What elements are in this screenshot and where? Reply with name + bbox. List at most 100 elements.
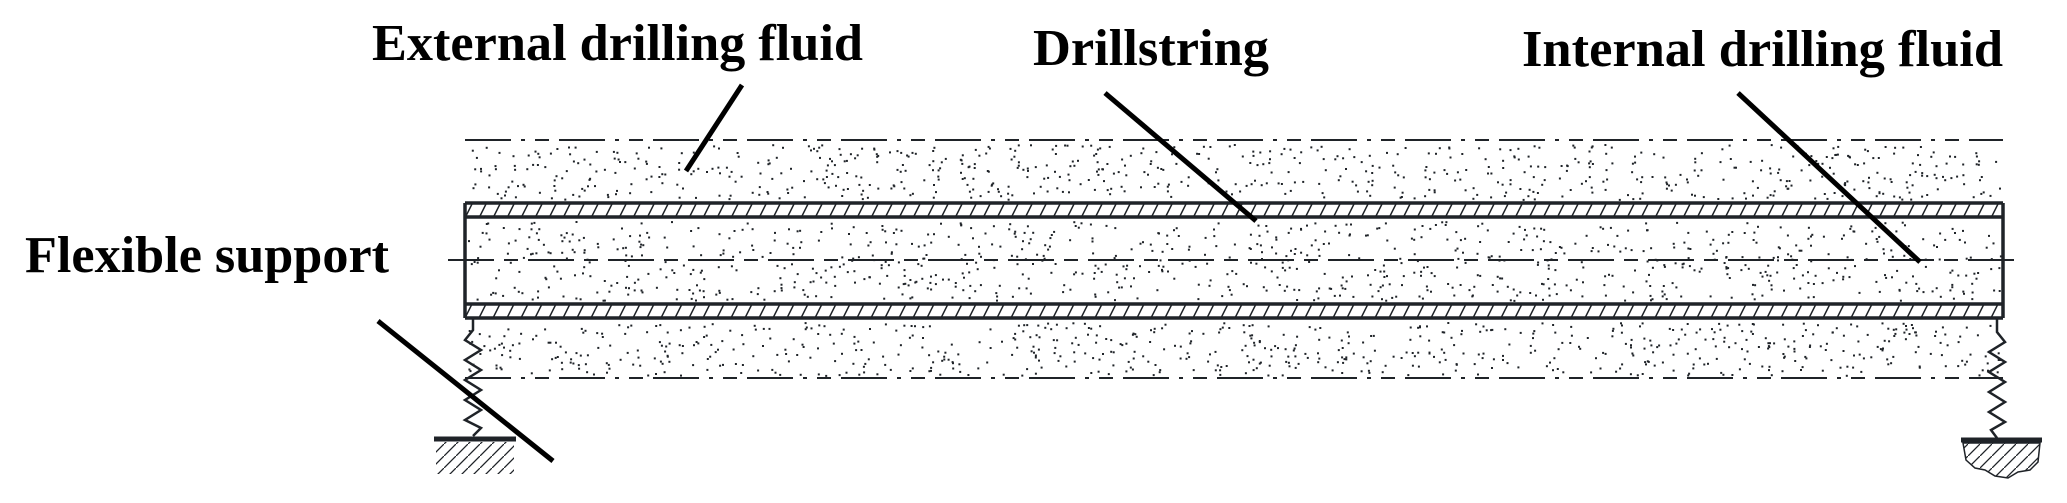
fluid-particle <box>772 144 775 147</box>
fluid-particle <box>1351 275 1353 278</box>
fluid-particle <box>555 341 557 344</box>
fluid-particle <box>1863 162 1866 165</box>
fluid-particle <box>1989 324 1992 327</box>
fluid-particle <box>1125 342 1128 345</box>
fluid-particle <box>1120 286 1123 289</box>
fluid-particle <box>703 325 706 328</box>
fluid-particle <box>1428 188 1431 191</box>
fluid-particle <box>856 154 859 157</box>
fluid-particle <box>947 278 950 281</box>
fluid-particle <box>1692 363 1695 366</box>
fluid-particle <box>884 230 887 233</box>
fluid-particle <box>1151 249 1154 252</box>
fluid-particle <box>556 148 559 150</box>
fluid-particle <box>1348 148 1351 151</box>
fluid-particle <box>1949 271 1952 274</box>
fluid-particle <box>1050 271 1053 274</box>
fluid-particle <box>642 244 645 247</box>
fluid-particle <box>1694 157 1697 160</box>
fluid-particle <box>1465 169 1468 171</box>
fluid-particle <box>820 276 823 279</box>
fluid-particle <box>583 251 586 254</box>
fluid-particle <box>1108 145 1111 148</box>
fluid-particle <box>1154 364 1157 366</box>
fluid-particle <box>972 188 975 191</box>
fluid-particle <box>573 251 576 254</box>
fluid-particle <box>1650 247 1653 250</box>
fluid-particle <box>1802 322 1805 325</box>
fluid-particle <box>1951 286 1954 289</box>
fluid-particle <box>1209 146 1212 148</box>
fluid-particle <box>1275 238 1278 241</box>
fluid-particle <box>968 271 971 274</box>
fluid-particle <box>722 252 725 255</box>
fluid-particle <box>1666 183 1669 186</box>
fluid-particle <box>570 358 573 361</box>
fluid-particle <box>1486 229 1489 232</box>
fluid-particle <box>987 190 990 193</box>
fluid-particle <box>1509 183 1512 186</box>
fluid-particle <box>1266 230 1269 233</box>
fluid-particle <box>1735 166 1737 169</box>
fluid-particle <box>692 170 695 173</box>
fluid-particle <box>1858 353 1861 356</box>
fluid-particle <box>1836 271 1838 274</box>
fluid-particle <box>1235 272 1238 275</box>
fluid-particle <box>1322 243 1325 245</box>
fluid-particle <box>698 289 701 292</box>
fluid-particle <box>1973 272 1976 275</box>
fluid-particle <box>1936 246 1938 248</box>
fluid-particle <box>1352 295 1355 298</box>
fluid-particle <box>1795 244 1798 247</box>
fluid-particle <box>1271 246 1273 249</box>
fluid-particle <box>1798 249 1801 252</box>
fluid-particle <box>890 252 893 255</box>
fluid-particle <box>1094 264 1097 267</box>
fluid-particle <box>605 362 608 365</box>
fluid-particle <box>1866 333 1869 336</box>
fluid-particle <box>695 341 698 343</box>
fluid-particle <box>1951 269 1954 272</box>
fluid-particle <box>1591 191 1594 194</box>
fluid-particle <box>1149 163 1152 165</box>
fluid-particle <box>1906 186 1909 189</box>
fluid-particle <box>721 340 724 343</box>
fluid-particle <box>718 194 721 197</box>
fluid-particle <box>503 346 505 349</box>
fluid-particle <box>1812 296 1815 299</box>
fluid-particle <box>782 146 784 149</box>
fluid-particle <box>1393 186 1396 189</box>
fluid-particle <box>731 298 734 301</box>
fluid-particle <box>1209 279 1212 282</box>
fluid-particle <box>1531 249 1534 252</box>
fluid-particle <box>804 328 807 331</box>
fluid-particle <box>1091 237 1094 240</box>
fluid-particle <box>1269 158 1271 161</box>
fluid-particle <box>810 149 812 152</box>
fluid-particle <box>641 291 644 294</box>
fluid-particle <box>547 251 550 254</box>
fluid-particle <box>1653 153 1656 156</box>
fluid-particle <box>522 183 525 186</box>
fluid-particle <box>1588 166 1591 169</box>
fluid-particle <box>1726 273 1729 276</box>
fluid-particle <box>1812 283 1815 285</box>
fluid-particle <box>837 176 840 179</box>
fluid-particle <box>1348 254 1351 257</box>
fluid-particle <box>1490 329 1493 332</box>
fluid-particle <box>1242 324 1245 327</box>
fluid-particle <box>1052 339 1055 342</box>
fluid-particle <box>746 222 749 225</box>
fluid-particle <box>1083 322 1086 325</box>
fluid-particle <box>1929 352 1932 355</box>
fluid-particle <box>1547 278 1550 280</box>
fluid-particle <box>475 156 478 159</box>
fluid-particle <box>1872 157 1875 160</box>
fluid-particle <box>1809 179 1812 182</box>
fluid-particle <box>1876 171 1879 174</box>
fluid-particle <box>1173 277 1176 280</box>
fluid-particle <box>1206 262 1209 265</box>
fluid-particle <box>966 183 969 186</box>
fluid-particle <box>1553 283 1556 286</box>
fluid-particle <box>1944 333 1947 336</box>
